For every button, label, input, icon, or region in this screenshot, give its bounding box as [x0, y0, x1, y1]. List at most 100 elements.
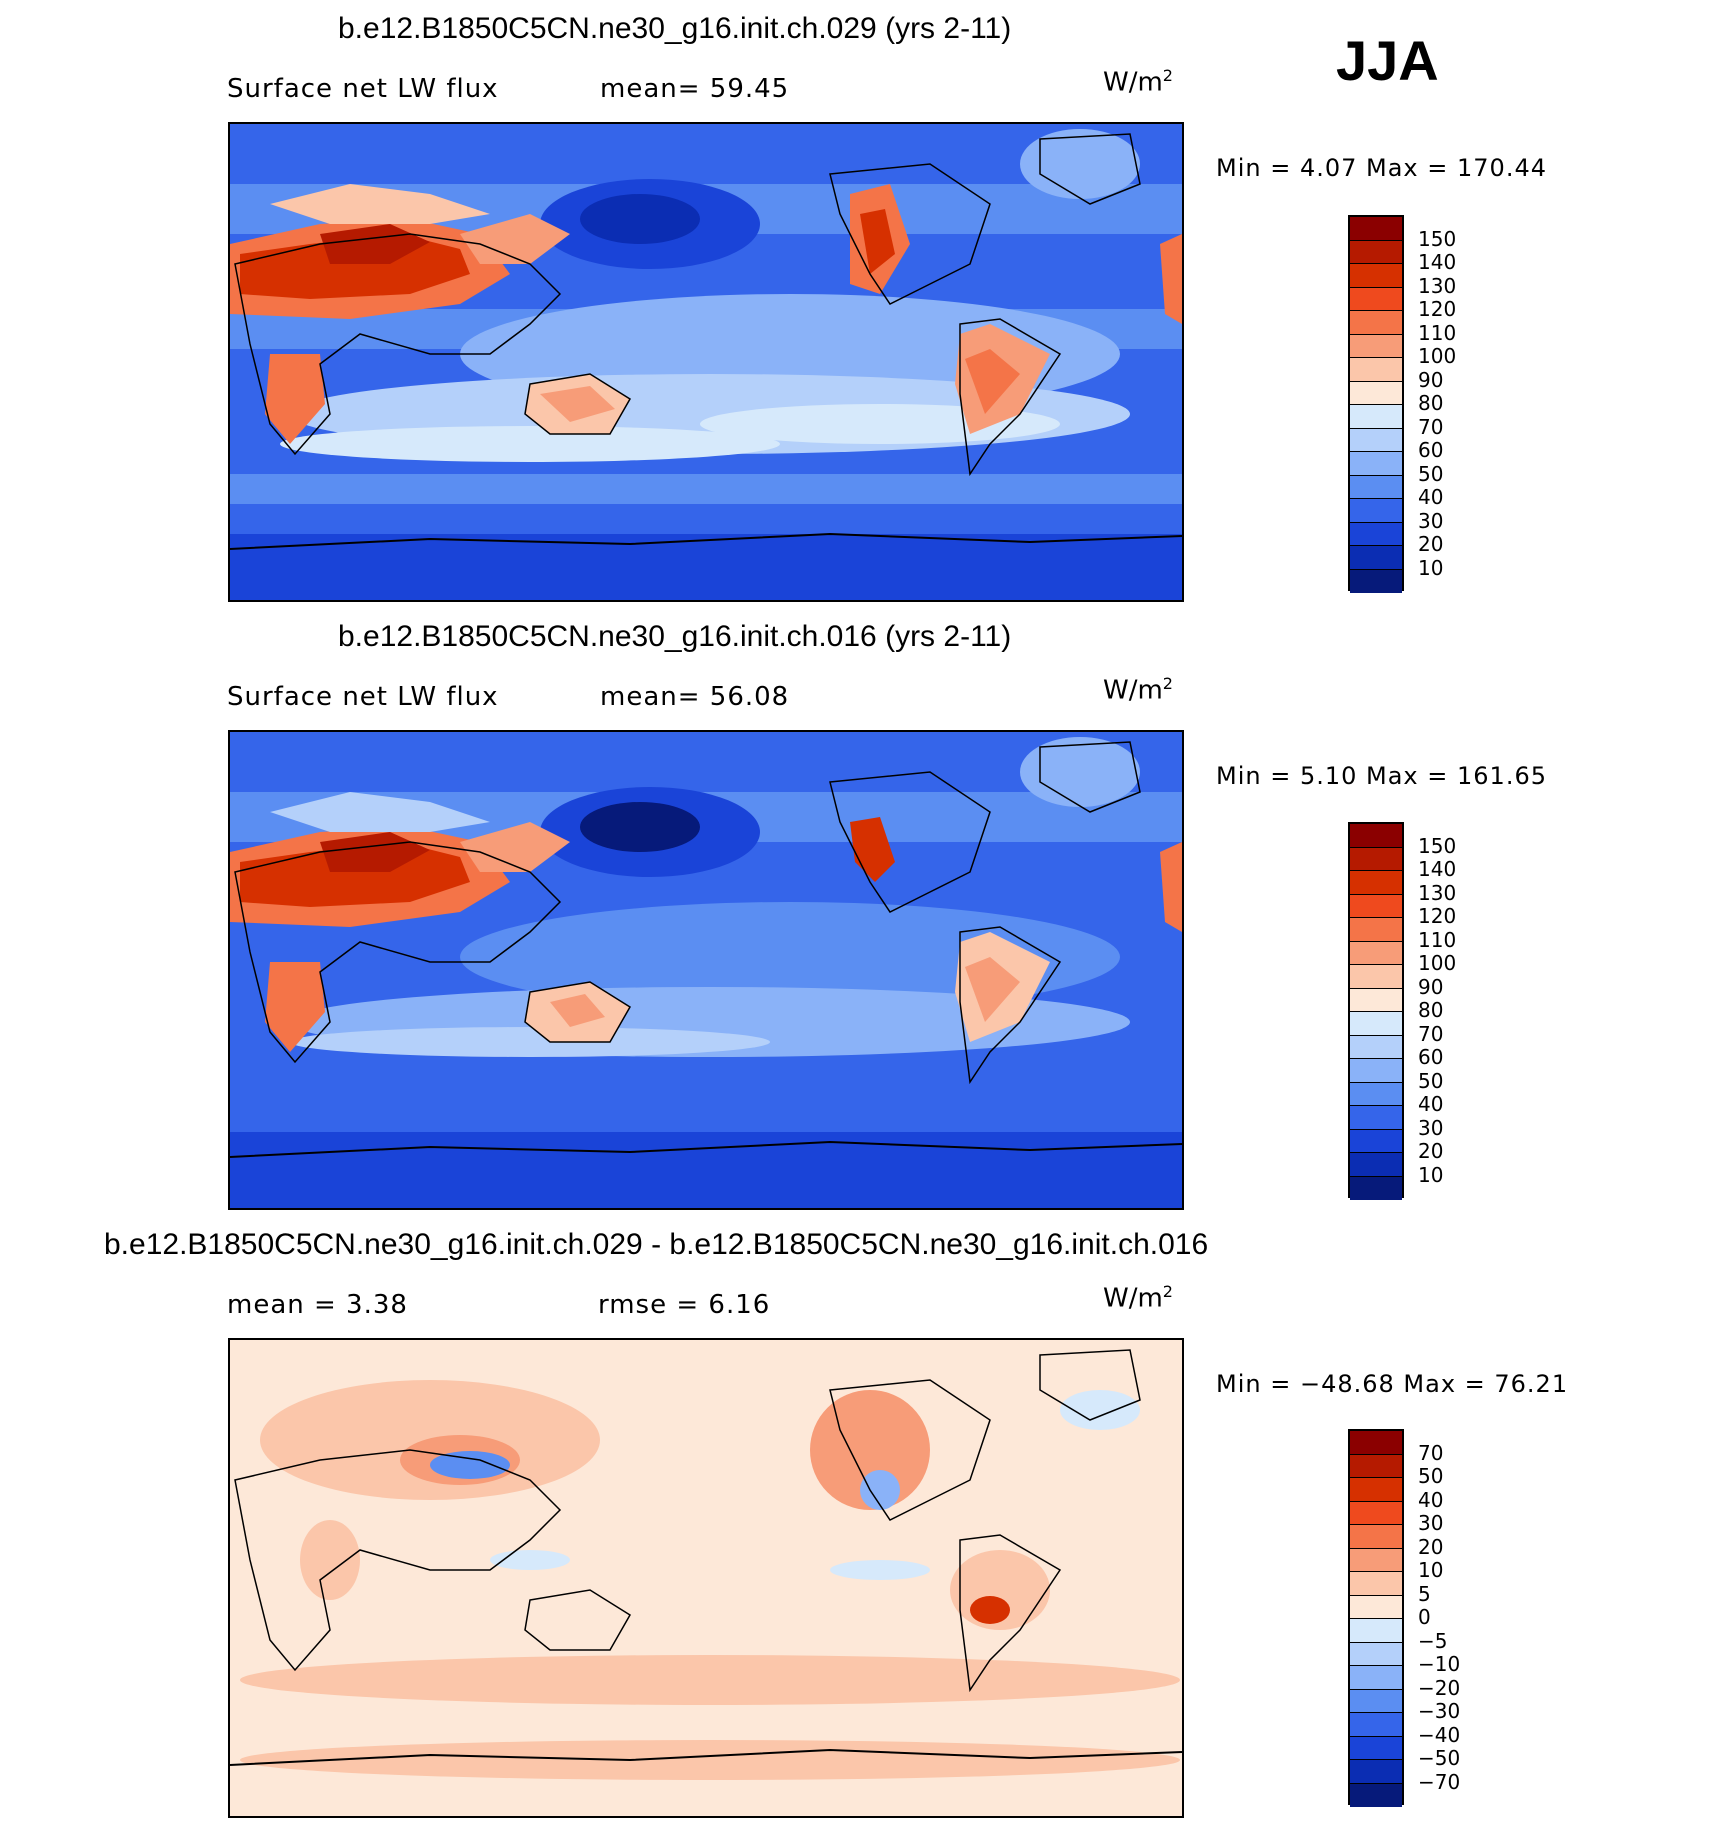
colorbar-tick-label: 60: [1418, 438, 1444, 462]
colorbar-tick-label: 10: [1418, 1558, 1444, 1582]
units-label: W/m2: [1103, 674, 1173, 706]
colorbar-tick-label: 40: [1418, 1487, 1444, 1512]
colorbar-swatches: [1348, 1429, 1404, 1807]
colorbar-swatch: [1350, 1035, 1402, 1059]
season-label: JJA: [1336, 29, 1439, 92]
variable-label: Surface net LW flux: [227, 682, 499, 712]
colorbar-tick-label: −20: [1418, 1675, 1461, 1700]
colorbar-tick-label: −70: [1418, 1769, 1461, 1794]
colorbar-swatch: [1350, 1059, 1402, 1083]
colorbar-tick-label: 90: [1418, 367, 1444, 392]
colorbar-swatches: [1348, 822, 1404, 1200]
colorbar-swatch: [1350, 405, 1402, 429]
colorbar-swatch: [1350, 894, 1402, 918]
panel-title: b.e12.B1850C5CN.ne30_g16.init.ch.029 (yr…: [338, 12, 1012, 45]
colorbar-tick-label: 30: [1418, 1115, 1444, 1140]
colorbar-swatches: [1348, 215, 1404, 593]
colorbar-tick-label: 40: [1418, 485, 1444, 509]
colorbar-swatch: [1350, 1760, 1402, 1784]
min-max-label: Min = 5.10 Max = 161.65: [1216, 762, 1547, 790]
colorbar-swatch: [1350, 1689, 1402, 1713]
colorbar-swatch: [1350, 546, 1402, 570]
colorbar-swatch: [1350, 1454, 1402, 1478]
map-panel-2: [228, 730, 1184, 1210]
mean-label: mean = 3.38: [227, 1290, 408, 1320]
min-max-label: Min = 4.07 Max = 170.44: [1216, 154, 1547, 182]
colorbar-tick-label: 150: [1418, 833, 1457, 858]
colorbar-tick-label: 50: [1418, 1464, 1444, 1488]
colorbar-tick-label: 40: [1418, 1092, 1444, 1116]
units-label: W/m2: [1103, 1282, 1173, 1314]
colorbar-tick-label: 10: [1418, 1162, 1444, 1187]
colorbar-tick-label: 140: [1418, 857, 1457, 881]
colorbar-swatch: [1350, 264, 1402, 288]
colorbar-swatch: [1350, 1595, 1402, 1619]
colorbar-tick-label: 10: [1418, 555, 1444, 580]
colorbar-tick-label: −30: [1418, 1699, 1461, 1723]
colorbar-tick-label: 60: [1418, 1045, 1444, 1069]
colorbar-swatch: [1350, 287, 1402, 311]
mean-label: mean= 59.45: [600, 74, 790, 104]
colorbar-tick-label: 110: [1418, 320, 1457, 345]
colorbar-swatch: [1350, 1736, 1402, 1760]
colorbar-tick-label: 30: [1418, 1511, 1444, 1535]
colorbar-swatch: [1350, 428, 1402, 452]
colorbar-swatch: [1350, 358, 1402, 382]
colorbar-swatch: [1350, 988, 1402, 1012]
colorbar-swatch: [1350, 334, 1402, 358]
colorbar-tick-label: 90: [1418, 974, 1444, 999]
colorbar-swatch: [1350, 1501, 1402, 1525]
colorbar-tick-label: 70: [1418, 1440, 1444, 1465]
colorbar-swatch: [1350, 522, 1402, 546]
colorbar-swatch: [1350, 1642, 1402, 1666]
colorbar-swatch: [1350, 871, 1402, 895]
colorbar-swatch: [1350, 1129, 1402, 1153]
colorbar-swatch: [1350, 240, 1402, 264]
map-panel-3: [228, 1338, 1184, 1818]
panel-title: b.e12.B1850C5CN.ne30_g16.init.ch.016 (yr…: [338, 620, 1012, 653]
colorbar-tick-label: 20: [1418, 1139, 1444, 1163]
colorbar-swatch: [1350, 1666, 1402, 1690]
colorbar-swatch: [1350, 1431, 1402, 1455]
colorbar-tick-label: 100: [1418, 951, 1457, 975]
colorbar-swatch: [1350, 1176, 1402, 1200]
colorbar-tick-label: 5: [1418, 1581, 1431, 1606]
colorbar-swatch: [1350, 311, 1402, 335]
colorbar-tick-label: 70: [1418, 414, 1444, 439]
contour-map: [230, 732, 1182, 1208]
min-max-label: Min = −48.68 Max = 76.21: [1216, 1370, 1569, 1398]
variable-label: Surface net LW flux: [227, 74, 499, 104]
colorbar-swatch: [1350, 1106, 1402, 1130]
colorbar-swatch: [1350, 1548, 1402, 1572]
colorbar-tick-label: 70: [1418, 1021, 1444, 1046]
colorbar-tick-label: 100: [1418, 344, 1457, 368]
colorbar-tick-label: 30: [1418, 508, 1444, 533]
colorbar-swatch: [1350, 569, 1402, 593]
colorbar-swatch: [1350, 918, 1402, 942]
colorbar-swatch: [1350, 824, 1402, 848]
units-label: W/m2: [1103, 66, 1173, 98]
contour-map: [230, 1340, 1182, 1816]
colorbar-swatch: [1350, 1478, 1402, 1502]
colorbar-tick-label: 20: [1418, 1534, 1444, 1559]
colorbar-swatch: [1350, 1082, 1402, 1106]
colorbar-tick-label: 120: [1418, 297, 1457, 321]
colorbar-tick-label: −5: [1418, 1628, 1448, 1653]
colorbar-tick-label: 80: [1418, 998, 1444, 1022]
colorbar-tick-label: 120: [1418, 904, 1457, 928]
colorbar-tick-label: 130: [1418, 880, 1457, 905]
colorbar-tick-label: 80: [1418, 391, 1444, 415]
colorbar-tick-label: 50: [1418, 1068, 1444, 1093]
colorbar-tick-label: −10: [1418, 1652, 1461, 1676]
colorbar-tick-label: −50: [1418, 1746, 1461, 1770]
colorbar-tick-label: −40: [1418, 1722, 1461, 1747]
mean-label: mean= 56.08: [600, 682, 790, 712]
colorbar-tick-label: 130: [1418, 273, 1457, 298]
colorbar-swatch: [1350, 381, 1402, 405]
colorbar-tick-label: 50: [1418, 461, 1444, 486]
colorbar-swatch: [1350, 1012, 1402, 1036]
colorbar-swatch: [1350, 965, 1402, 989]
colorbar-tick-label: 140: [1418, 250, 1457, 274]
colorbar-swatch: [1350, 499, 1402, 523]
colorbar-swatch: [1350, 217, 1402, 241]
